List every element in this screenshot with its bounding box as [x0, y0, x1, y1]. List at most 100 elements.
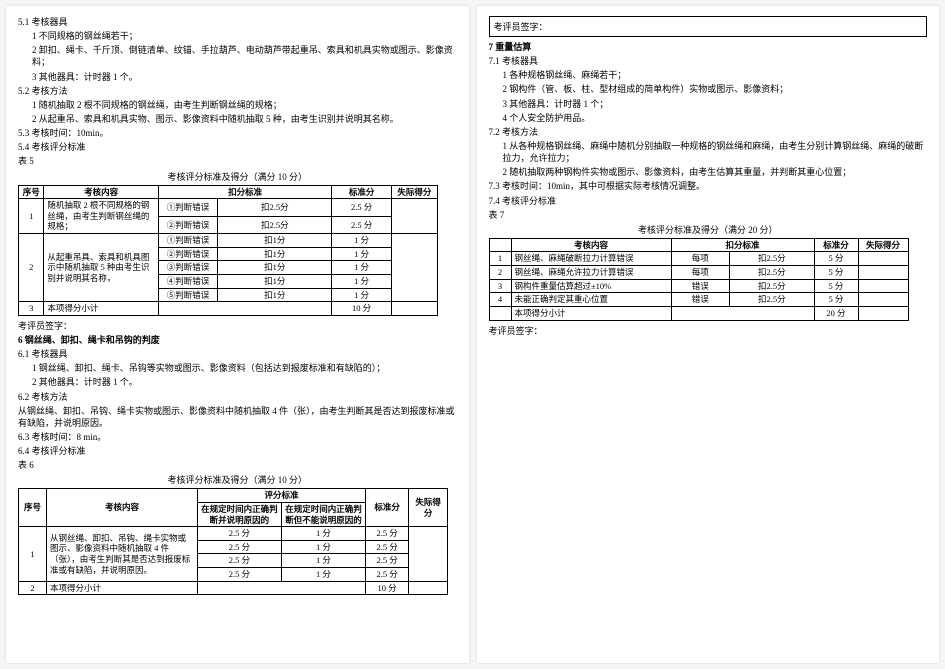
sec-6-title: 6 钢丝绳、卸扣、绳卡和吊钩的判废: [18, 334, 457, 346]
t6-c10: 2.5 分: [197, 540, 281, 554]
t5-h-content: 考核内容: [44, 185, 159, 199]
table6-title: 考核评分标准及得分（满分 10 分）: [18, 473, 457, 486]
t7-r2-4: 5 分: [814, 279, 858, 293]
sec-5-1: 5.1 考核器具: [18, 16, 457, 28]
table-6: 序号 考核内容 评分标准 标准分 失际得分 在规定时间内正确判断并说明原因的 在…: [18, 488, 448, 595]
t5-r1-std: 2.5 分: [332, 199, 391, 216]
table-7: 考核内容 扣分标准 标准分 失际得分 1 钢丝绳、麻绳破断拉力计算错误 每项 扣…: [489, 238, 909, 321]
t5-h-no: 序号: [19, 185, 44, 199]
t5-h-deduct: 扣分标准: [158, 185, 331, 199]
t7-r4-0: [489, 306, 511, 320]
sec-5-1-1: 1 不同规格的钢丝绳若干；: [18, 30, 457, 42]
sec-6-1: 6.1 考核器具: [18, 348, 457, 360]
t7-h0: [489, 238, 511, 252]
t7-r2-0: 3: [489, 279, 511, 293]
sec-7-1-3: 3 其他器具：计时器 1 个；: [489, 98, 928, 110]
t7-r4-blank: [671, 306, 814, 320]
t5-r3-deduct: [158, 302, 331, 316]
table5-label: 表 5: [18, 155, 457, 167]
t5-r2e-c1: ⑤判断错误: [158, 288, 217, 302]
t7-r4-4: 20 分: [814, 306, 858, 320]
t5-r1-c1: ①判断错误: [158, 199, 217, 216]
t5-r3-no: 3: [19, 302, 44, 316]
sec-5-2-1: 1 随机抽取 2 根不同规格的钢丝绳，由考生判断钢丝绳的规格；: [18, 99, 457, 111]
t5-r3-content: 本项得分小计: [44, 302, 159, 316]
t5-r2e-c2: 扣1分: [218, 288, 332, 302]
t7-r2-5: [858, 279, 908, 293]
t7-r1-2: 每项: [671, 266, 730, 280]
sec-7-2-1: 1 从各种规格钢丝绳、麻绳中随机分别抽取一种规格的钢丝绳和麻绳，由考生分别计算钢…: [489, 140, 928, 164]
t6-r2-act: [409, 581, 448, 595]
t7-r2-3: 扣2.5分: [730, 279, 814, 293]
t5-r2-act: [391, 234, 437, 302]
t7-r0-2: 每项: [671, 252, 730, 266]
t7-r0-4: 5 分: [814, 252, 858, 266]
table7-label: 表 7: [489, 209, 928, 221]
t5-r1-content: 随机抽取 2 根不同规格的钢丝绳，由考生判断钢丝绳的规格；: [44, 199, 159, 234]
table-5: 序号 考核内容 扣分标准 标准分 失际得分 1 随机抽取 2 根不同规格的钢丝绳…: [18, 185, 438, 316]
sec-6-2: 6.2 考核方法: [18, 391, 457, 403]
examiner-box-top: 考评员签字：: [489, 16, 928, 37]
t7-h1: 考核内容: [511, 238, 671, 252]
t6-c31: 1 分: [281, 568, 365, 582]
t7-h4: 标准分: [814, 238, 858, 252]
sec-5-1-3: 3 其他器具：计时器 1 个。: [18, 71, 457, 83]
table6-label: 表 6: [18, 459, 457, 471]
t6-r2-no: 2: [19, 581, 47, 595]
sec-7-2-2: 2 随机抽取两种钢构件实物或图示、影像资料，由考生估算其重量，并判断其重心位置；: [489, 166, 928, 178]
t6-r2-blank: [197, 581, 365, 595]
t7-r3-2: 错误: [671, 293, 730, 307]
t7-r3-3: 扣2.5分: [730, 293, 814, 307]
t5-r2-std: 1 分: [332, 234, 391, 248]
sec-5-2-2: 2 从起重吊、索具和机具实物、图示、影像资料中随机抽取 5 种，由考生识别并说明…: [18, 113, 457, 125]
t7-r1-5: [858, 266, 908, 280]
t7-r1-4: 5 分: [814, 266, 858, 280]
t5-r1b-c2: 扣2.5分: [218, 216, 332, 233]
examiner-sig-1: 考评员签字：: [18, 320, 457, 332]
t7-r3-5: [858, 293, 908, 307]
sec-7-3: 7.3 考核时间：10min，其中可根据实际考核情况调整。: [489, 180, 928, 192]
t7-r4-5: [858, 306, 908, 320]
t6-c12: 2.5 分: [366, 540, 409, 554]
t7-r3-0: 4: [489, 293, 511, 307]
sec-6-1-2: 2 其他器具：计时器 1 个。: [18, 376, 457, 388]
t6-c02: 2.5 分: [366, 527, 409, 541]
page-right: 考评员签字： 7 重量估算 7.1 考核器具 1 各种规格钢丝绳、麻绳若干； 2…: [477, 6, 940, 663]
t6-h-pf: 评分标准: [197, 489, 365, 503]
sec-7-1: 7.1 考核器具: [489, 55, 928, 67]
sec-6-1-1: 1 钢丝绳、卸扣、绳卡、吊钩等实物或图示、影像资料（包括达到报废标准和有缺陷的）…: [18, 362, 457, 374]
sec-7-2: 7.2 考核方法: [489, 126, 928, 138]
t6-c22: 2.5 分: [366, 554, 409, 568]
sec-7-1-1: 1 各种规格钢丝绳、麻绳若干；: [489, 69, 928, 81]
t5-h-std: 标准分: [332, 185, 391, 199]
t6-c11: 1 分: [281, 540, 365, 554]
t5-r3-std: 10 分: [332, 302, 391, 316]
sec-7-1-2: 2 钢构件（管、板、柱、型材组成的简单构件）实物或图示、影像资料；: [489, 83, 928, 95]
t7-r0-0: 1: [489, 252, 511, 266]
t5-r2c-c2: 扣1分: [218, 261, 332, 275]
t5-r2c-std: 1 分: [332, 261, 391, 275]
t5-r2-content: 从起重吊具、索具和机具图示中随机抽取 5 种由考生识别并说明其名称，: [44, 234, 159, 302]
t7-r3-4: 5 分: [814, 293, 858, 307]
t6-r1-content: 从钢丝绳、卸扣、吊钩、绳卡实物或图示、影像资料中随机抽取 4 件（张），由考生判…: [47, 527, 198, 582]
t5-r2d-c2: 扣1分: [218, 274, 332, 288]
t5-r2e-std: 1 分: [332, 288, 391, 302]
t7-r3-1: 未能正确判定其重心位置: [511, 293, 671, 307]
t7-r1-1: 钢丝绳、麻绳允许拉力计算错误: [511, 266, 671, 280]
t7-r2-1: 钢构件重量估算超过±10%: [511, 279, 671, 293]
sec-7-title: 7 重量估算: [489, 41, 928, 53]
t7-r4-1: 本项得分小计: [511, 306, 671, 320]
examiner-sig-top: 考评员签字：: [494, 22, 548, 32]
sec-6-2-body: 从钢丝绳、卸扣、吊钩、绳卡实物或图示、影像资料中随机抽取 4 件（张），由考生判…: [18, 405, 457, 429]
sec-6-4: 6.4 考核评分标准: [18, 445, 457, 457]
sec-5-2: 5.2 考核方法: [18, 85, 457, 97]
sec-5-1-2: 2 卸扣、绳卡、千斤顶、倒链清单、纹锚、手拉葫芦、电动葫芦带起重吊、索具和机具实…: [18, 44, 457, 68]
t5-r3-act: [391, 302, 437, 316]
sec-7-4: 7.4 考核评分标准: [489, 195, 928, 207]
t5-r2d-c1: ④判断错误: [158, 274, 217, 288]
t5-r1-c2: 扣2.5分: [218, 199, 332, 216]
t6-h-c1: 在规定时间内正确判断并说明原因的: [197, 502, 281, 526]
t5-r2-c2: 扣1分: [218, 234, 332, 248]
t6-c32: 2.5 分: [366, 568, 409, 582]
t5-r2-no: 2: [19, 234, 44, 302]
